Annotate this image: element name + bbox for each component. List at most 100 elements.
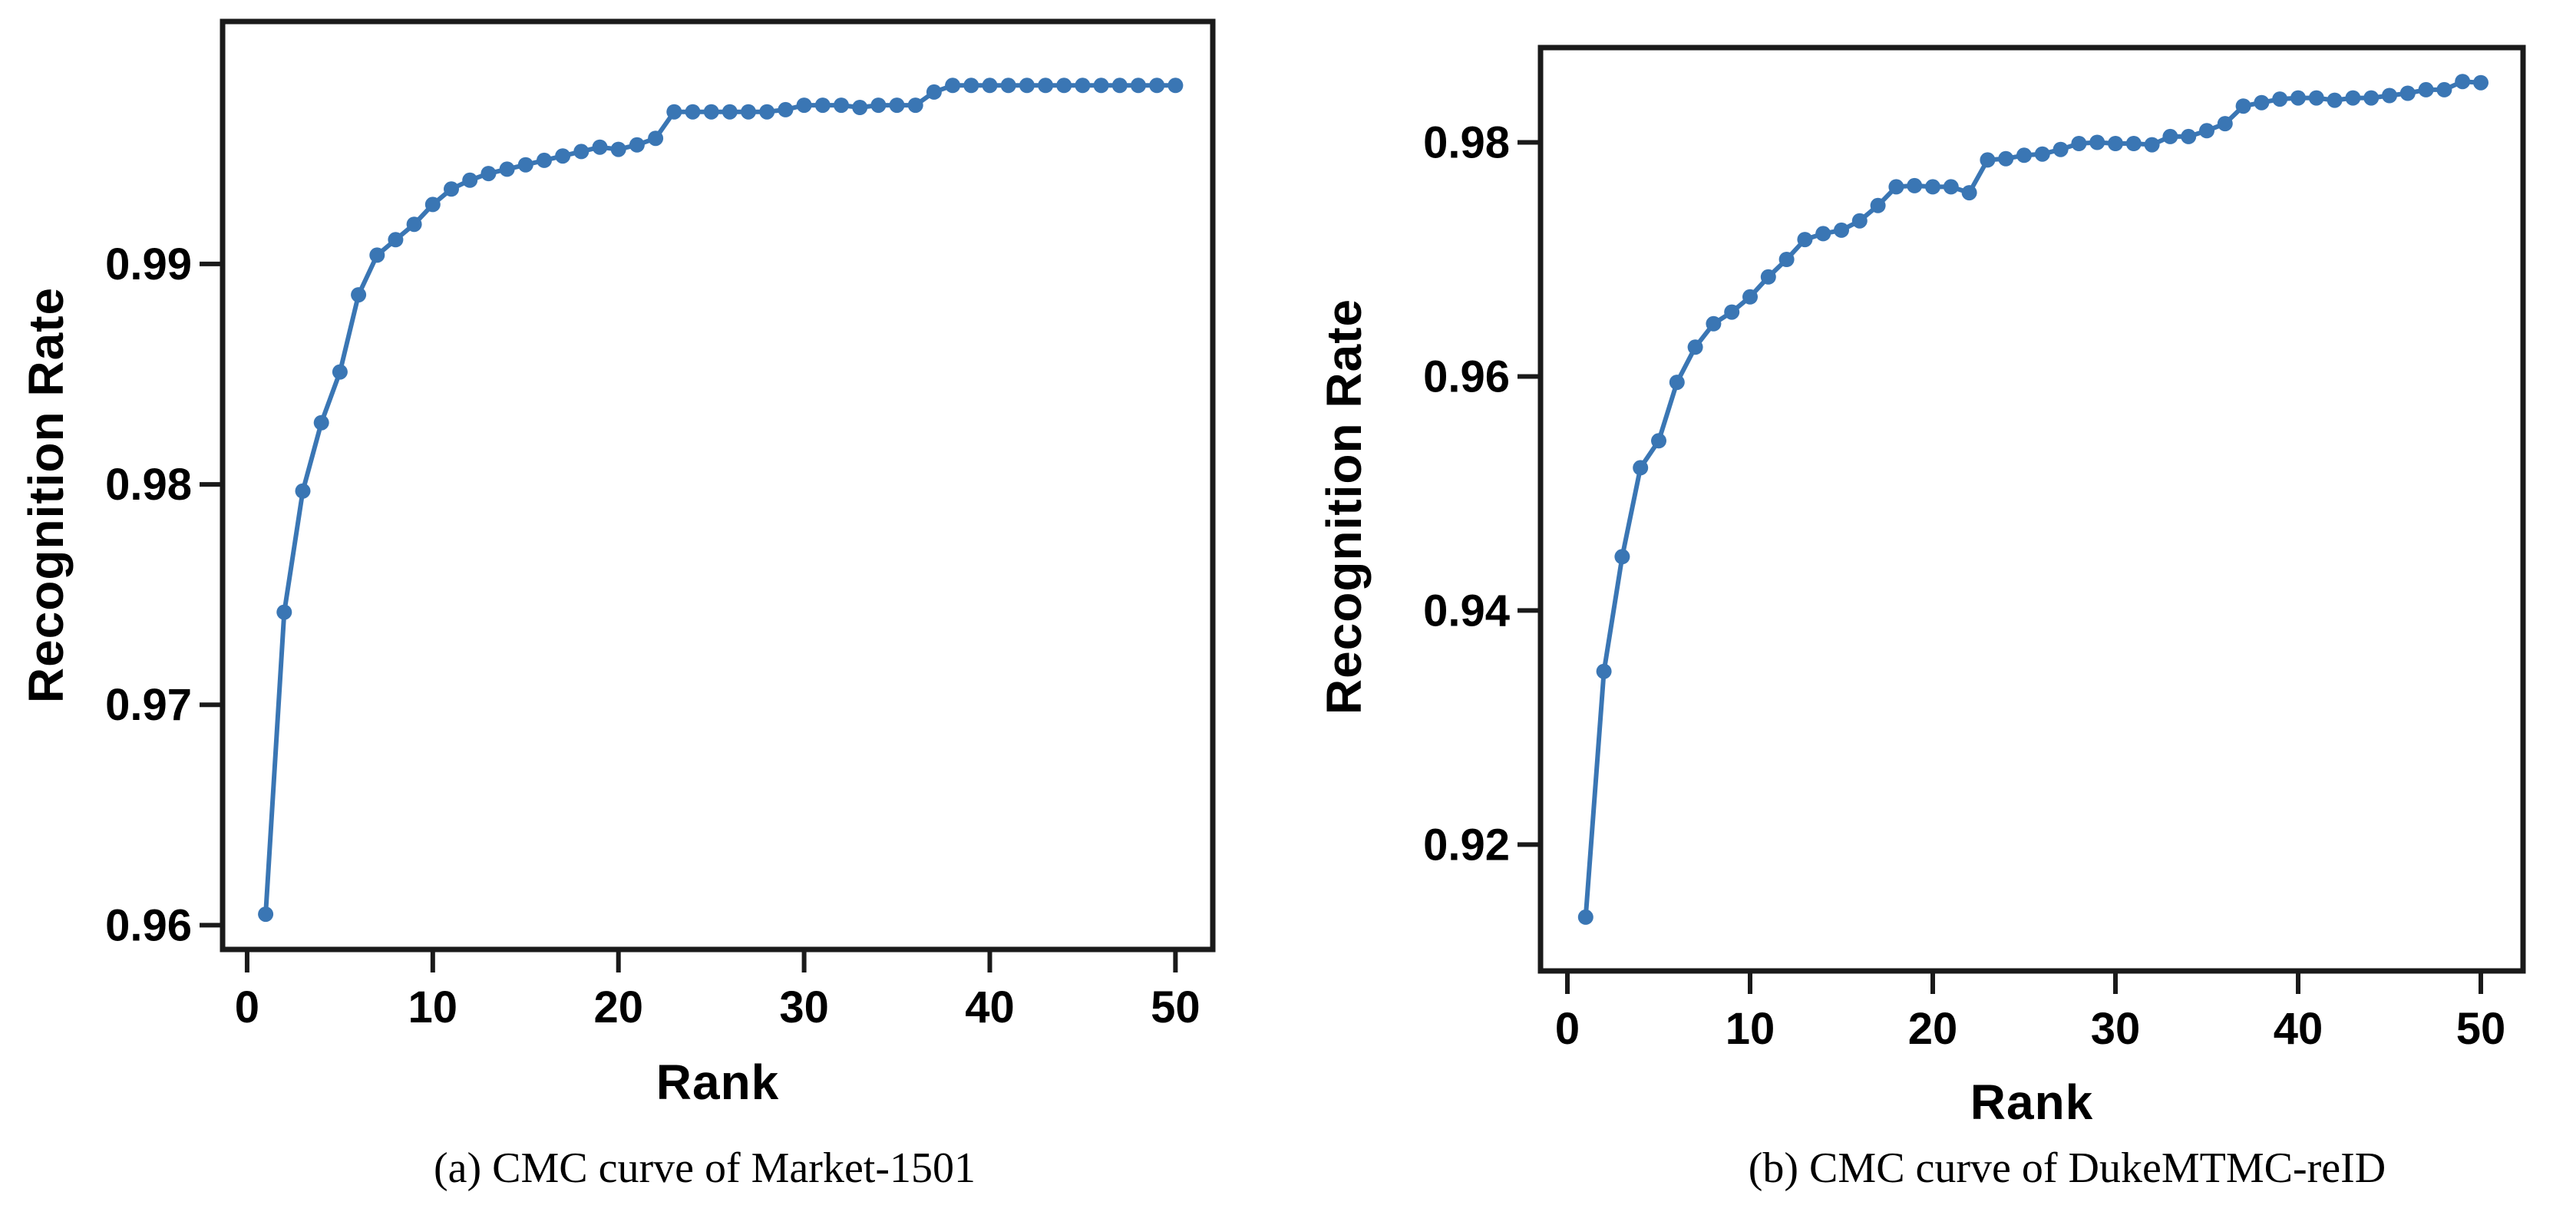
data-point-marker (424, 196, 441, 213)
data-point-marker (2034, 146, 2050, 162)
data-point-marker (1778, 252, 1795, 267)
x-tick-label: 20 (1908, 1004, 1958, 1054)
data-point-marker (1038, 78, 1054, 94)
data-point-marker (1651, 433, 1666, 449)
data-point-marker (945, 78, 961, 94)
cmc-curve-line (1583, 79, 2483, 920)
x-tick-label: 30 (779, 982, 829, 1032)
data-point-marker (2308, 90, 2324, 106)
data-point-marker (537, 152, 552, 168)
cmc-series-dukemtmc (1577, 74, 2488, 925)
y-tick-label: 0.98 (1423, 118, 1510, 168)
data-point-marker (2199, 123, 2214, 139)
y-tick-label: 0.96 (1423, 352, 1510, 401)
data-point-marker (1888, 179, 1904, 195)
y-tick-label: 0.96 (105, 900, 192, 950)
data-point-marker (1075, 78, 1091, 94)
data-point-marker (778, 101, 794, 117)
data-point-marker (1925, 179, 1940, 195)
data-point-marker (907, 97, 923, 114)
data-point-marker (870, 97, 887, 114)
plot-spines (1537, 45, 2526, 974)
axes-market1501: 0 10 20 30 40 50 0.96 0.97 0.98 0.99 (105, 18, 1216, 1032)
y-axis-label: Recognition Rate (18, 287, 74, 703)
data-point-marker (2162, 128, 2178, 144)
data-point-marker (1980, 152, 1996, 168)
x-tick-label: 30 (2091, 1004, 2141, 1054)
data-point-marker (2345, 90, 2361, 106)
data-point-marker (1870, 197, 1886, 213)
data-point-marker (1943, 179, 1959, 195)
x-tick-label: 10 (408, 982, 458, 1032)
data-point-marker (610, 141, 626, 157)
data-point-marker (2125, 136, 2142, 151)
data-point-marker (499, 161, 515, 177)
x-tick-label: 0 (1555, 1004, 1580, 1054)
data-point-marker (685, 104, 701, 120)
data-point-marker (703, 104, 719, 120)
data-point-marker (313, 414, 329, 431)
data-point-marker (2071, 136, 2087, 151)
panel-dukemtmc: 0 10 20 30 40 50 0.92 0.94 0.96 0.98 Recognition … (1288, 0, 2576, 1225)
x-tick-label: 20 (593, 982, 643, 1032)
data-point-marker (1742, 289, 1758, 305)
cmc-curve-line (263, 83, 1178, 917)
panel-market1501: 0 10 20 30 40 50 0.96 0.97 0.98 0.99 Recognition … (18, 18, 1216, 1192)
data-point-marker (2016, 147, 2032, 163)
data-point-marker (982, 78, 998, 94)
data-point-marker (852, 100, 868, 115)
data-point-marker (2272, 91, 2288, 107)
y-tick-label: 0.99 (105, 239, 192, 289)
data-point-marker (1834, 222, 1849, 238)
x-axis-label: Rank (1970, 1075, 2094, 1130)
data-point-marker (2089, 134, 2105, 150)
data-point-marker (2436, 81, 2452, 97)
data-point-marker (555, 148, 571, 164)
data-point-marker (1577, 909, 1593, 925)
data-point-marker (796, 97, 812, 114)
data-point-marker (1633, 460, 1649, 476)
market1501-chart: 0 10 20 30 40 50 0.96 0.97 0.98 0.99 Recognition … (18, 18, 1216, 1192)
data-point-marker (1019, 78, 1035, 94)
data-point-marker (2455, 74, 2471, 90)
data-point-marker (1851, 213, 1868, 229)
caption-dukemtmc: (b) CMC curve of DukeMTMC-reID (1749, 1144, 2386, 1192)
data-point-marker (2399, 85, 2416, 101)
data-point-marker (444, 181, 459, 197)
data-point-marker (1669, 375, 1685, 391)
data-point-marker (481, 166, 497, 182)
plot-spines (220, 18, 1216, 953)
data-point-marker (332, 364, 348, 380)
data-point-marker (592, 139, 608, 155)
data-point-marker (666, 104, 682, 120)
data-point-marker (2290, 90, 2306, 106)
data-point-marker (814, 97, 831, 114)
data-point-marker (1131, 78, 1146, 94)
x-tick-label: 40 (2274, 1004, 2323, 1054)
data-point-marker (1687, 339, 1703, 355)
data-point-marker (517, 157, 533, 173)
data-point-marker (388, 232, 404, 248)
x-tick-label: 10 (1726, 1004, 1775, 1054)
data-point-marker (2327, 92, 2343, 108)
data-point-marker (1093, 78, 1109, 94)
data-point-marker (722, 104, 738, 120)
data-point-marker (1706, 315, 1722, 332)
y-tick-label: 0.98 (105, 460, 192, 510)
x-tick-label: 0 (235, 982, 259, 1032)
data-point-marker (1797, 232, 1813, 248)
data-point-marker (1596, 663, 1612, 679)
data-point-marker (926, 84, 942, 100)
dukemtmc-chart: 0 10 20 30 40 50 0.92 0.94 0.96 0.98 Recognition … (1316, 45, 2526, 1192)
data-point-marker (2254, 94, 2270, 111)
data-point-marker (1614, 549, 1630, 565)
data-point-marker (351, 287, 367, 303)
data-point-marker (2235, 98, 2251, 114)
data-point-marker (295, 483, 311, 499)
data-point-marker (1149, 78, 1165, 94)
x-tick-label: 40 (965, 982, 1015, 1032)
data-point-marker (462, 172, 478, 188)
data-point-marker (834, 97, 849, 114)
data-point-marker (629, 137, 645, 153)
